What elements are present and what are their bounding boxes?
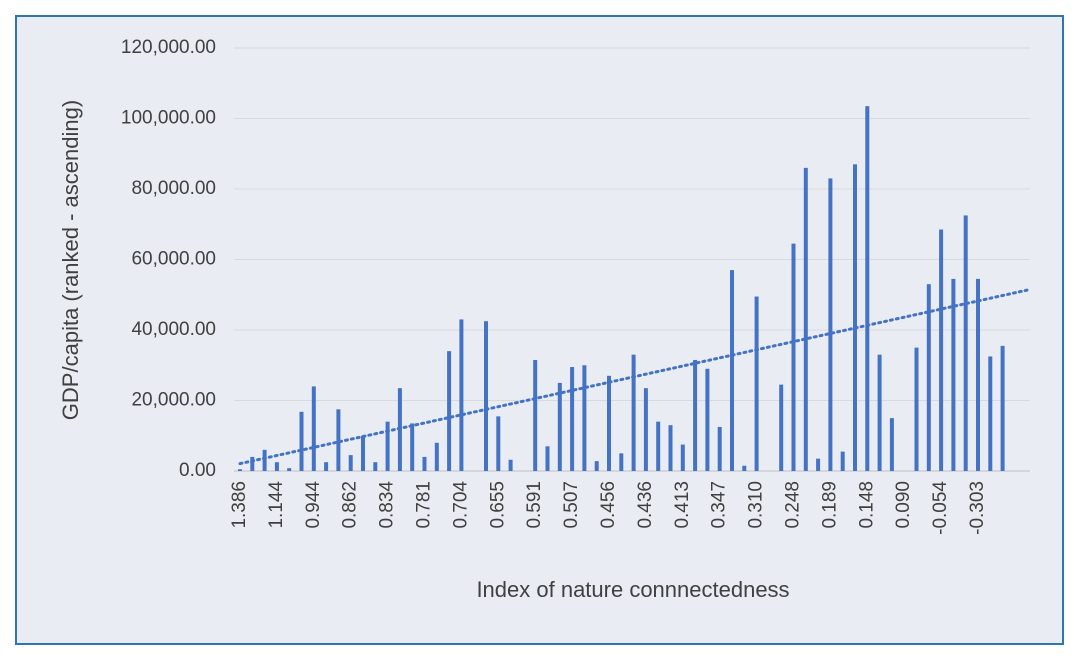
bar <box>730 270 734 471</box>
bar <box>594 461 599 471</box>
bar <box>877 354 882 471</box>
y-tick-label: 120,000.00 <box>121 37 216 58</box>
bar <box>914 347 919 471</box>
bar <box>262 449 267 471</box>
bar <box>803 167 808 471</box>
bar <box>717 426 722 471</box>
bar <box>545 446 550 471</box>
bar <box>410 423 415 471</box>
bar <box>926 284 931 471</box>
bar <box>656 421 661 471</box>
bar <box>582 365 587 471</box>
x-tick-label: 0.862 <box>340 481 361 529</box>
bar <box>754 296 759 471</box>
x-tick-label: 0.591 <box>524 481 545 529</box>
bar <box>557 382 562 471</box>
bar <box>619 453 624 471</box>
y-tick-label: 100,000.00 <box>121 108 216 129</box>
bar <box>570 367 575 471</box>
x-tick-label: -0.303 <box>967 481 988 535</box>
bar <box>631 354 636 471</box>
bar <box>963 215 968 471</box>
bar <box>299 411 304 471</box>
x-axis-title: Index of nature connnectedness <box>476 577 789 602</box>
bar <box>361 435 365 471</box>
bar <box>459 319 464 471</box>
y-tick-label: 0.00 <box>179 460 216 481</box>
bar <box>988 356 993 471</box>
bar <box>816 458 821 471</box>
x-tick-label: 0.189 <box>819 481 840 529</box>
bar <box>853 164 857 471</box>
bar <box>939 229 944 471</box>
bar <box>422 456 427 471</box>
bar <box>693 359 698 471</box>
y-tick-label: 20,000.00 <box>131 390 216 411</box>
bar <box>779 384 784 471</box>
y-tick-label: 60,000.00 <box>131 249 216 270</box>
x-tick-label: 0.781 <box>414 481 435 529</box>
x-tick-label: 0.834 <box>377 481 398 529</box>
bar <box>1000 345 1005 471</box>
bar <box>865 106 870 471</box>
x-tick-label: 0.310 <box>746 481 767 529</box>
bar <box>607 375 611 471</box>
x-tick-label: 0.248 <box>783 481 804 529</box>
x-tick-label: 1.386 <box>229 481 250 529</box>
bar <box>668 425 673 471</box>
x-tick-label: 0.655 <box>487 481 508 529</box>
bar <box>643 388 648 471</box>
bar <box>311 386 316 471</box>
bar <box>324 462 329 471</box>
bar <box>348 455 353 471</box>
y-axis-title: GDP/capita (ranked - ascending) <box>58 100 83 420</box>
bar <box>336 409 341 471</box>
x-tick-label: 0.090 <box>893 481 914 529</box>
y-tick-label: 40,000.00 <box>131 319 216 340</box>
bar <box>496 416 501 471</box>
x-tick-label: 0.704 <box>450 481 471 529</box>
bar <box>680 444 685 471</box>
bar <box>274 462 279 471</box>
trendline <box>238 288 1029 466</box>
x-tick-label: 0.507 <box>561 481 582 529</box>
x-tick-label: -0.054 <box>930 481 951 535</box>
bar <box>742 465 747 471</box>
x-tick-label: 0.456 <box>598 481 619 529</box>
bar <box>447 351 452 471</box>
x-tick-label: 0.436 <box>635 481 656 529</box>
bar <box>976 278 980 471</box>
bar <box>484 321 488 471</box>
bar <box>889 418 894 471</box>
bar <box>508 459 513 471</box>
bar <box>533 359 538 471</box>
bar <box>951 278 956 471</box>
y-tick-label: 80,000.00 <box>131 178 216 199</box>
x-tick-label: 0.944 <box>303 481 324 529</box>
bar <box>250 456 255 471</box>
bar <box>705 368 710 471</box>
bar <box>840 451 845 471</box>
bar <box>373 462 378 471</box>
bar <box>287 468 292 471</box>
x-tick-label: 0.413 <box>672 481 693 529</box>
x-tick-label: 0.347 <box>709 481 730 529</box>
x-tick-label: 0.148 <box>856 481 877 529</box>
bar <box>238 469 242 471</box>
bar <box>385 421 390 471</box>
bar <box>434 442 439 471</box>
bar <box>791 243 796 471</box>
x-tick-label: 1.144 <box>266 481 287 529</box>
bar <box>828 178 833 472</box>
